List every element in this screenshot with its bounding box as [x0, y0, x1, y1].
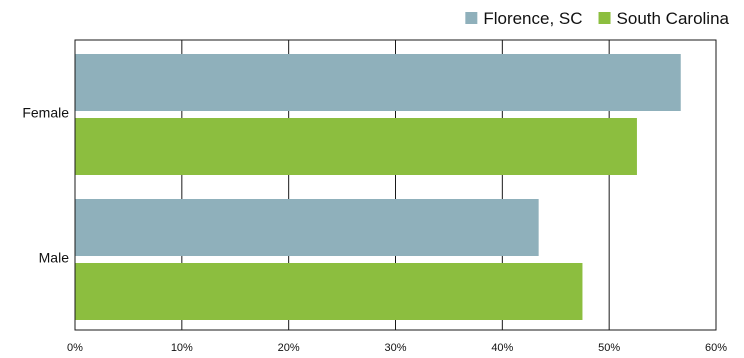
x-tick-label: 10% — [171, 342, 193, 354]
category-labels: Female Male — [22, 105, 69, 266]
x-tick-label: 30% — [384, 342, 406, 354]
x-tick-label: 40% — [491, 342, 513, 354]
x-tick-label: 20% — [278, 342, 300, 354]
bar — [75, 54, 681, 111]
legend-label: South Carolina — [617, 9, 730, 28]
x-axis-ticks: 0% 10% 20% 30% 40% 50% 60% — [67, 342, 727, 354]
legend-swatch — [598, 12, 611, 24]
plot-frame — [74, 39, 717, 331]
plot-border — [74, 39, 717, 331]
category-label: Female — [22, 105, 69, 121]
legend: South Carolina Florence, SC — [465, 9, 730, 28]
bar — [75, 199, 539, 256]
category-label: Male — [39, 250, 70, 266]
x-tick-label: 0% — [67, 342, 83, 354]
x-tick-label: 50% — [598, 342, 620, 354]
bar — [75, 263, 583, 320]
bars — [75, 54, 681, 320]
bar — [75, 118, 637, 175]
legend-swatch — [465, 12, 478, 24]
legend-label: Florence, SC — [483, 9, 582, 28]
x-tick-label: 60% — [705, 342, 727, 354]
